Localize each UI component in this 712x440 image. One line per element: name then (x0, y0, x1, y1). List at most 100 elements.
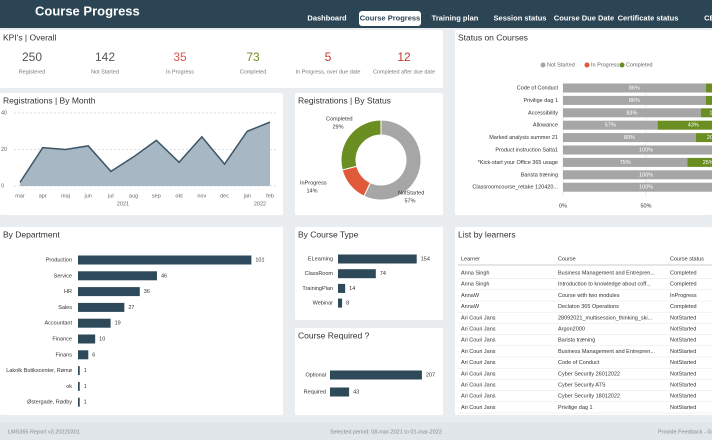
table-cell: NotStarted (670, 394, 696, 400)
nav-tab[interactable]: Dashboard (307, 13, 347, 22)
category-label: Finance (52, 336, 72, 342)
value-label: 27 (128, 305, 134, 311)
column-header: Learner (461, 256, 480, 262)
panel-title: By Course Type (298, 229, 359, 239)
bar-segment (687, 157, 712, 167)
header-bar (0, 0, 712, 28)
table-cell: NotStarted (670, 360, 696, 366)
category-label: Production (46, 257, 72, 263)
value-label: 83% (626, 110, 637, 116)
kpi-value: 142 (95, 50, 115, 64)
table-cell: AnnaW (461, 304, 480, 310)
bar-segment (563, 170, 712, 180)
nav-tab[interactable]: Course Progress (360, 13, 420, 22)
bar (78, 302, 125, 312)
panel-title: KPI's | Overall (3, 32, 57, 42)
value-label: 100% (639, 172, 653, 178)
x-tick-label: jun (84, 193, 92, 199)
slice-label: NotStarted (398, 190, 424, 196)
category-label: ELearning (308, 256, 333, 262)
category-label: TrainingPlan (302, 286, 333, 292)
kpi-label: Completed (240, 69, 267, 75)
category-label: Code of Conduct (517, 85, 559, 91)
table-cell: Ari Couri Jans (461, 315, 496, 321)
kpi-label: Completed after due date (373, 69, 435, 75)
kpi-label: Registered (19, 69, 46, 75)
table-cell: Privilige dag 1 (558, 405, 593, 411)
value-label: 101 (255, 257, 264, 263)
value-label: 75% (620, 160, 631, 166)
table-cell: Ari Couri Jans (461, 326, 496, 332)
nav-tab[interactable]: Certificate status (618, 13, 679, 22)
panel-title: Registrations | By Month (3, 95, 96, 105)
value-label: 1 (84, 400, 87, 406)
nav-tab[interactable]: Course Due Date (554, 13, 614, 22)
nav-tab[interactable]: CEU (704, 13, 712, 22)
table-cell: Introduction to knowledge about coff... (558, 282, 651, 288)
value-label: 154 (421, 256, 430, 262)
bar (78, 397, 80, 407)
category-label: Barista træning (521, 172, 558, 178)
table-cell: Barista træning (558, 338, 595, 344)
table-cell: Ari Couri Jans (461, 382, 496, 388)
kpi-value: 35 (173, 50, 187, 64)
table-cell: Anna Singh (461, 282, 489, 288)
bar-segment (563, 83, 706, 93)
category-label: Optional (306, 372, 327, 378)
legend-swatch (584, 62, 590, 68)
year-label: 2021 (117, 201, 129, 207)
table-cell: Course with two modules (558, 293, 620, 299)
table-cell: Ari Couri Jans (461, 371, 496, 377)
active-tab-bg (359, 11, 421, 26)
category-label: Østergade, Rødby (27, 400, 72, 406)
bar (78, 255, 252, 265)
panel-title: Status on Courses (458, 32, 528, 42)
category-label: ClassRoom (305, 271, 334, 277)
value-label: 46 (161, 273, 167, 279)
table-cell: Ari Couri Jans (461, 360, 496, 366)
table-cell: 28092021_multisession_thinking_ski... (558, 315, 653, 321)
x-tick-label: aug (129, 193, 138, 199)
category-label: Finans (55, 352, 72, 358)
table-cell: AnnaW (461, 293, 480, 299)
footer-version: LMS365 Report v3.20220301 (8, 429, 80, 435)
panel-title: By Department (3, 229, 60, 239)
bar (330, 370, 422, 380)
value-label: 25% (703, 160, 712, 166)
category-label: Sales (58, 305, 72, 311)
x-tick-label: nov (197, 193, 206, 199)
table-cell: Argon2000 (558, 326, 585, 332)
category-label: Allowance (533, 123, 558, 129)
value-label: 20% (707, 135, 712, 141)
table-cell: Declaton 365 Operations (558, 304, 619, 310)
table-cell: Code of Conduct (558, 360, 600, 366)
table-cell: NotStarted (670, 326, 696, 332)
panel (0, 30, 443, 88)
legend-label: In Progress (591, 62, 619, 68)
category-label: HR (64, 289, 72, 295)
table-cell: Completed (670, 270, 697, 276)
value-label: 100% (639, 147, 653, 153)
nav-tab[interactable]: Session status (494, 13, 547, 22)
table-cell: Ari Couri Jans (461, 405, 496, 411)
table-cell: NotStarted (670, 349, 696, 355)
bar (78, 366, 80, 376)
bar-segment (563, 120, 658, 130)
table-cell: Ari Couri Jans (461, 349, 496, 355)
kpi-label: In Progress, over due date (296, 69, 361, 75)
bar (78, 350, 89, 360)
value-label: 17% (709, 110, 712, 116)
nav-tab[interactable]: Training plan (432, 13, 479, 22)
x-tick-label: sep (152, 193, 161, 199)
slice-label: Completed (326, 116, 353, 122)
page-title: Course Progress (35, 3, 140, 18)
category-label: *Kick-start your Office 365 usage (478, 160, 558, 166)
value-label: 6 (92, 352, 95, 358)
bar-segment (563, 157, 688, 167)
slice-value: 57% (404, 198, 415, 204)
year-label: 2022 (254, 201, 266, 207)
bar-segment (700, 108, 712, 118)
footer-feedback[interactable]: Provide Feedback - Go (658, 429, 712, 435)
x-tick-label: 50% (640, 203, 651, 209)
